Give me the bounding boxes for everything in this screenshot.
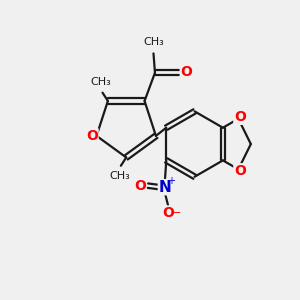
Text: CH₃: CH₃ (143, 38, 164, 47)
Text: O: O (180, 65, 192, 79)
Text: CH₃: CH₃ (109, 171, 130, 181)
Text: +: + (167, 176, 175, 186)
Text: O: O (234, 164, 246, 178)
Text: O: O (134, 179, 146, 193)
Text: O: O (86, 129, 98, 143)
Text: N: N (158, 180, 171, 195)
Text: −: − (172, 208, 182, 218)
Text: CH₃: CH₃ (91, 77, 111, 87)
Text: O: O (234, 110, 246, 124)
Text: O: O (162, 206, 174, 220)
